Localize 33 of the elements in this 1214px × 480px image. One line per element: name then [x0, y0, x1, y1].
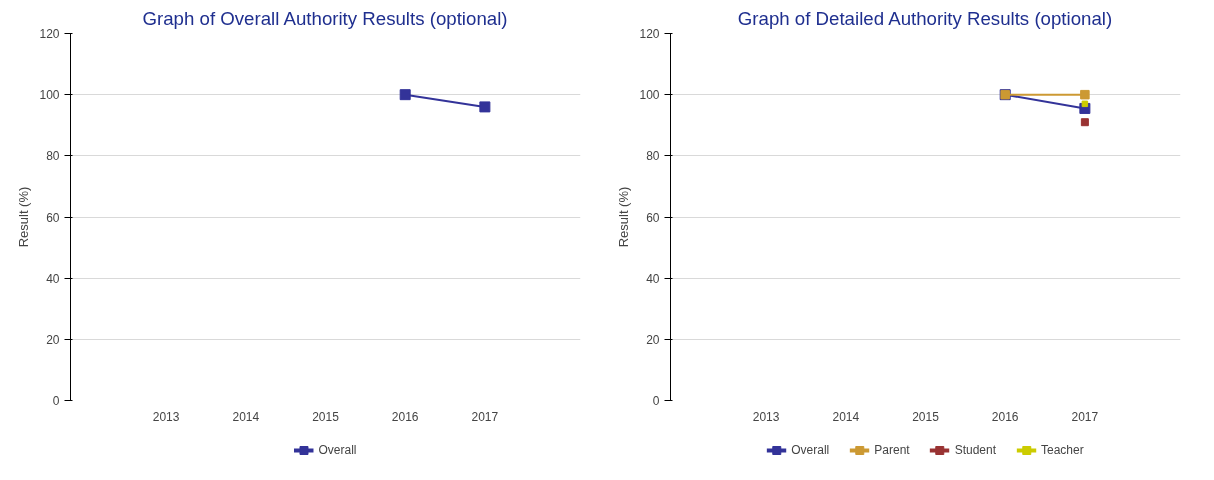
y-tick-label: 80: [646, 149, 660, 164]
x-tick-label: 2015: [312, 409, 340, 424]
y-tick-label: 40: [46, 271, 60, 286]
y-axis-title: Result (%): [16, 186, 32, 248]
chart-title: Graph of Overall Authority Results (optional): [142, 7, 508, 29]
y-axis-title: Result (%): [616, 186, 632, 248]
y-tick-label: 120: [639, 27, 660, 41]
x-tick-label: 2016: [991, 409, 1019, 424]
y-tick-label: 20: [46, 332, 60, 347]
y-tick-label: 60: [646, 210, 660, 225]
x-tick-label: 2014: [232, 409, 260, 424]
x-tick-label: 2013: [152, 409, 180, 424]
x-tick-label: 2014: [832, 409, 860, 424]
chart-title: Graph of Detailed Authority Results (optional): [737, 7, 1113, 29]
y-tick-label: 0: [52, 394, 60, 408]
legend-label: Student: [954, 443, 997, 457]
legend-label: Overall: [318, 443, 357, 457]
x-tick-label: 2017: [471, 409, 499, 424]
legend-label: Overall: [791, 443, 830, 457]
x-tick-label: 2013: [752, 409, 780, 424]
y-tick-label: 120: [39, 27, 60, 41]
y-tick-label: 60: [46, 210, 60, 225]
y-tick-label: 80: [46, 149, 60, 164]
y-tick-label: 100: [39, 88, 60, 103]
x-tick-label: 2015: [912, 409, 940, 424]
x-tick-label: 2017: [1071, 409, 1099, 424]
x-tick-label: 2016: [391, 409, 419, 424]
y-tick-label: 100: [639, 88, 660, 103]
legend-label: Teacher: [1041, 443, 1084, 457]
y-tick-label: 0: [652, 394, 660, 408]
y-tick-label: 40: [646, 271, 660, 286]
legend-label: Parent: [874, 443, 910, 457]
y-tick-label: 20: [646, 332, 660, 347]
